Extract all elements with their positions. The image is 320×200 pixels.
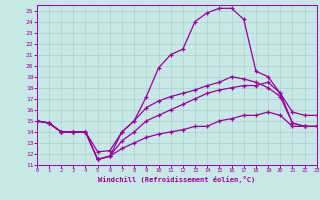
X-axis label: Windchill (Refroidissement éolien,°C): Windchill (Refroidissement éolien,°C) — [98, 176, 255, 183]
